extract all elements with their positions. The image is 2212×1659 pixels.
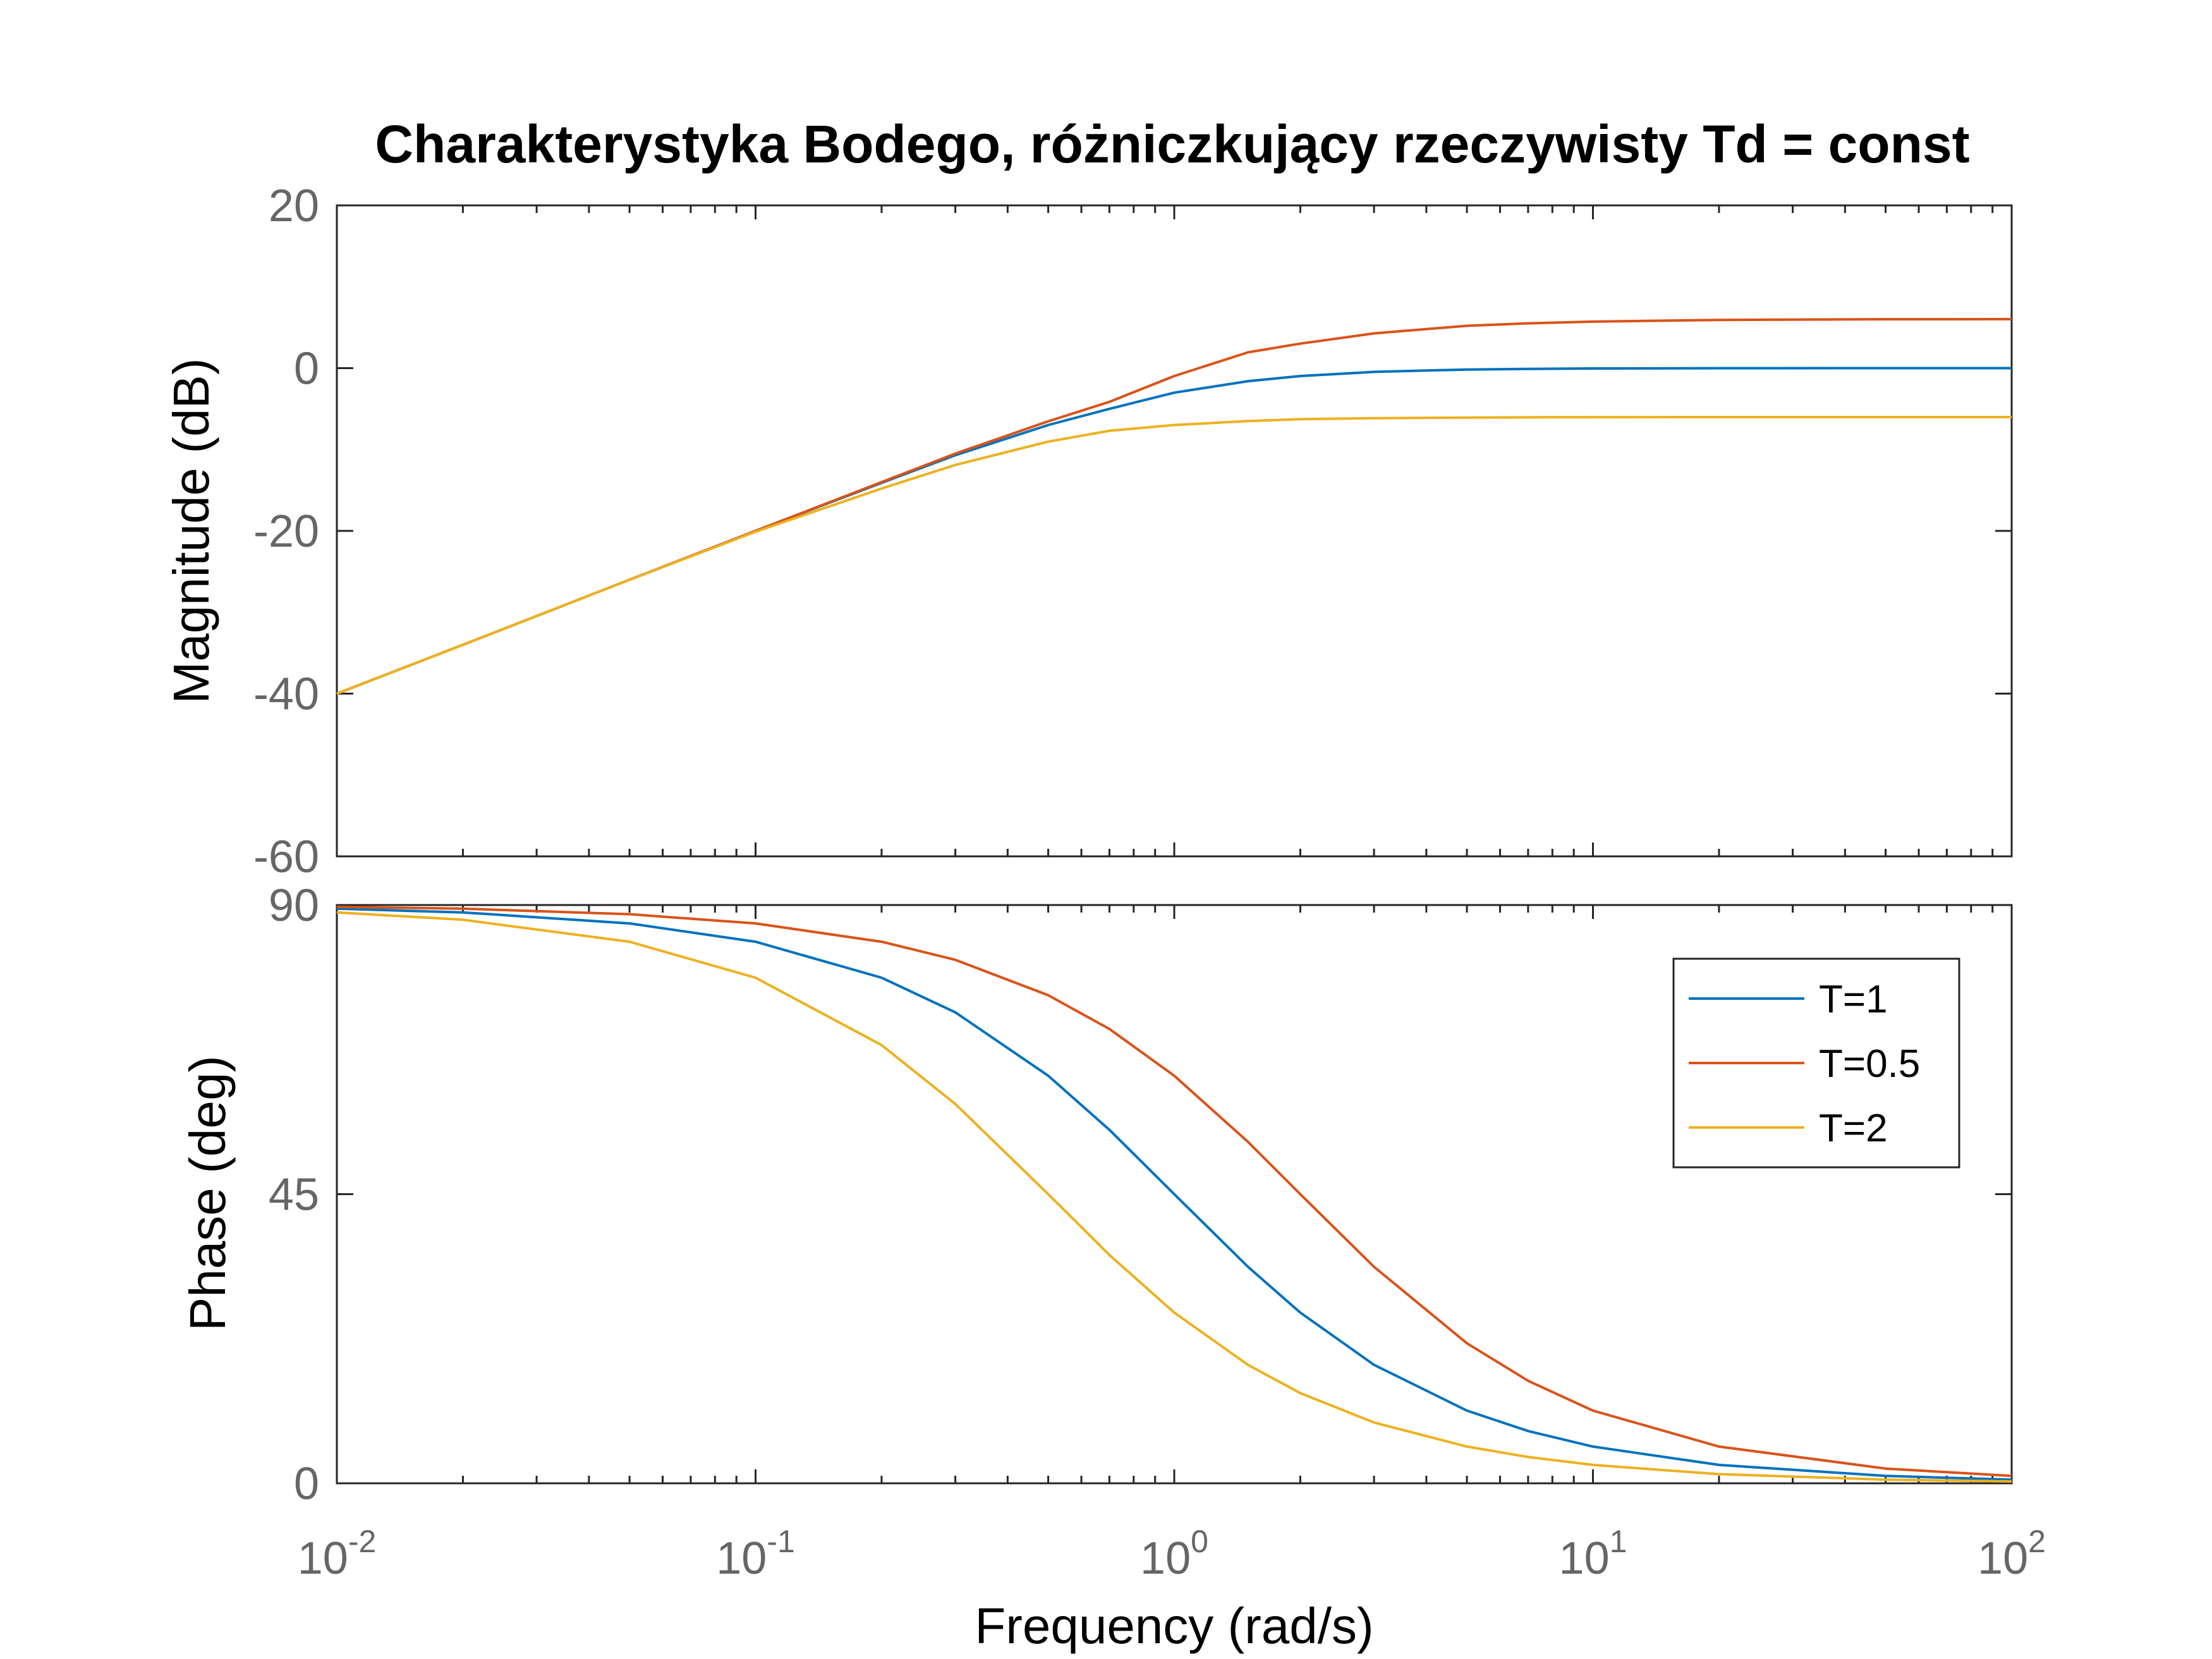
magnitude-y-tick-labels: 20 0 -20 -40 -60	[253, 181, 319, 882]
phase-series-line-T2	[336, 911, 2012, 1483]
x-tick-label: 102	[1978, 1524, 2046, 1584]
phase-y-tick-labels: 90 45 0	[269, 880, 319, 1509]
x-tick-label: 100	[1140, 1524, 1208, 1584]
phase-y-tick-label: 45	[269, 1170, 319, 1220]
legend-label-t05: T=0.5	[1819, 1042, 1920, 1086]
phase-series-line-T05	[336, 905, 2012, 1478]
legend: T=1 T=0.5 T=2	[1672, 957, 1960, 1169]
mag-y-tick-label: -20	[253, 506, 319, 557]
phase-series	[336, 905, 2012, 1483]
mag-y-tick-label: -60	[253, 832, 319, 882]
magnitude-panel: 20 0 -20 -40 -60 Magnitude (dB)	[163, 181, 2013, 882]
chart-title: Charakterystyka Bodego, różniczkujący rz…	[375, 114, 1969, 174]
magnitude-series	[336, 318, 2012, 695]
phase-y-tick-label: 0	[294, 1459, 319, 1509]
mag-y-tick-label: 20	[269, 181, 319, 231]
x-tick-label: 101	[1559, 1524, 1627, 1584]
legend-label-t1: T=1	[1819, 978, 1888, 1021]
mag-series-line-T2	[336, 416, 2012, 695]
phase-y-axis-label: Phase (deg)	[179, 1055, 236, 1331]
mag-y-tick-label: 0	[294, 344, 319, 394]
phase-series-line-T1	[336, 907, 2012, 1481]
phase-ticks	[337, 904, 2012, 1485]
magnitude-plot-area	[336, 204, 2013, 858]
magnitude-y-axis-label: Magnitude (dB)	[163, 358, 219, 704]
x-tick-label: 10-2	[298, 1524, 377, 1584]
x-tick-label: 10-1	[716, 1524, 795, 1584]
legend-label-t2: T=2	[1819, 1107, 1888, 1150]
x-tick-labels: 10-2 10-1 100 101 102	[298, 1524, 2046, 1584]
magnitude-ticks	[337, 204, 2012, 858]
phase-y-tick-label: 90	[269, 880, 319, 931]
x-axis-label: Frequency (rad/s)	[975, 1598, 1373, 1654]
mag-y-tick-label: -40	[253, 669, 319, 720]
